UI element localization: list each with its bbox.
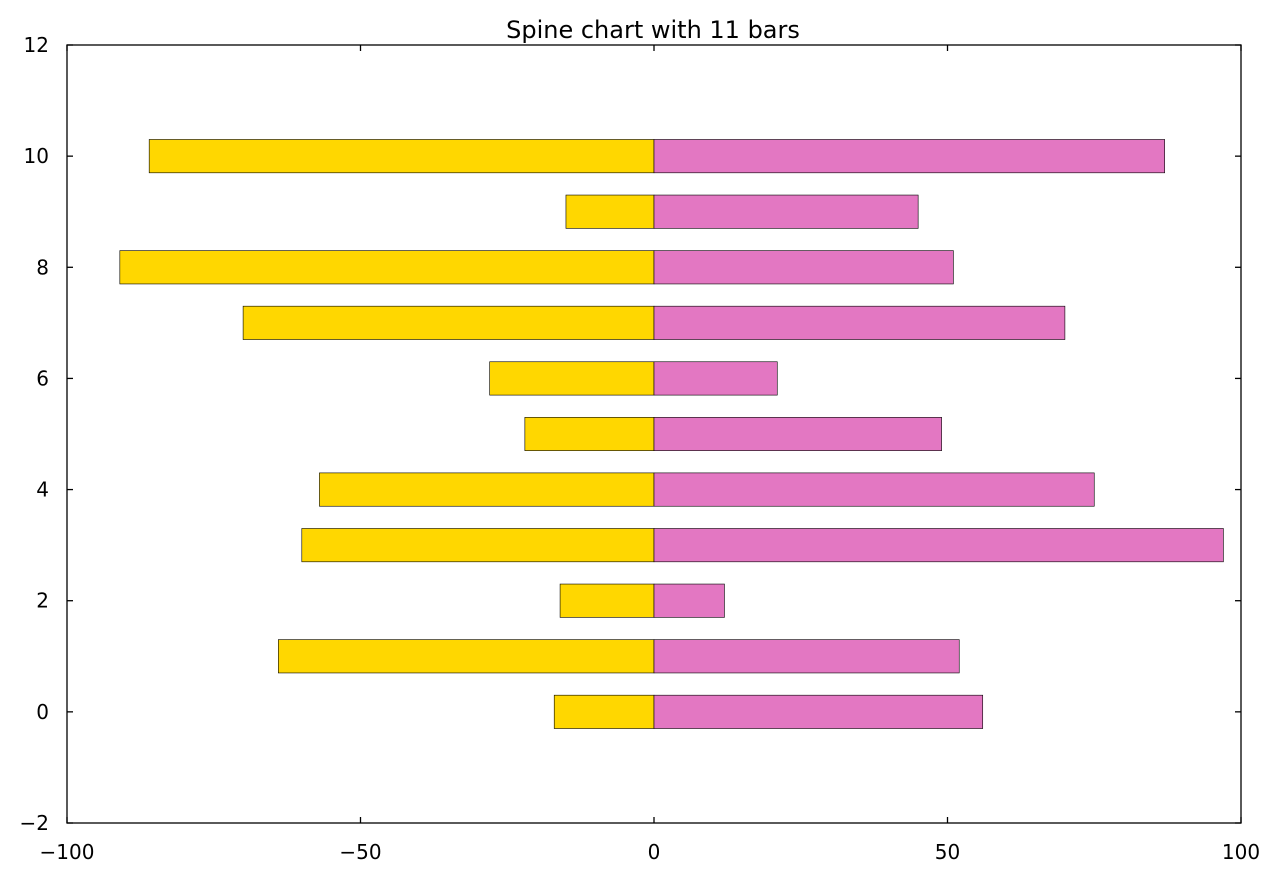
y-tick-label-0: −2 (20, 811, 49, 835)
plot-frame (66, 44, 1242, 824)
bar-negative-3 (301, 528, 655, 563)
ticks-layer: −100 −50 0 50 100 −2 0 2 4 6 8 10 12 (20, 33, 1261, 864)
bar-negative-8 (119, 250, 655, 285)
y-tick-label-2: 2 (36, 589, 49, 613)
bar-negative-5 (524, 417, 655, 451)
y-tick-label-5: 8 (36, 255, 49, 279)
bar-positive-8 (653, 250, 954, 285)
bar-negative-4 (319, 472, 655, 507)
bar-negative-1 (278, 639, 655, 674)
x-tick-label-2: 0 (648, 840, 661, 864)
bar-positive-2 (653, 583, 725, 618)
bar-negative-9 (565, 194, 655, 229)
bar-positive-1 (653, 639, 960, 674)
x-tick-label-1: −50 (339, 840, 381, 864)
y-tick-label-7: 12 (24, 33, 49, 57)
x-tick-label-3: 50 (935, 840, 960, 864)
bar-negative-7 (242, 305, 655, 340)
bars-layer (119, 139, 1224, 729)
x-tick-label-0: −100 (40, 840, 95, 864)
bar-positive-9 (653, 194, 919, 229)
bar-positive-10 (653, 139, 1165, 174)
bar-positive-5 (653, 417, 942, 451)
y-tick-label-1: 0 (36, 700, 49, 724)
bar-negative-0 (553, 694, 655, 729)
y-tick-label-3: 4 (36, 478, 49, 502)
bar-negative-6 (489, 361, 655, 396)
bar-positive-3 (653, 528, 1224, 563)
bar-positive-6 (653, 361, 778, 396)
x-tick-label-4: 100 (1222, 840, 1260, 864)
chart-title: Spine chart with 11 bars (506, 16, 800, 44)
bar-positive-7 (653, 305, 1066, 340)
y-tick-label-4: 6 (36, 366, 49, 390)
bar-negative-2 (559, 583, 655, 618)
bar-negative-10 (148, 139, 655, 174)
bar-positive-4 (653, 472, 1095, 507)
y-tick-label-6: 10 (24, 144, 49, 168)
bar-positive-0 (653, 694, 984, 729)
